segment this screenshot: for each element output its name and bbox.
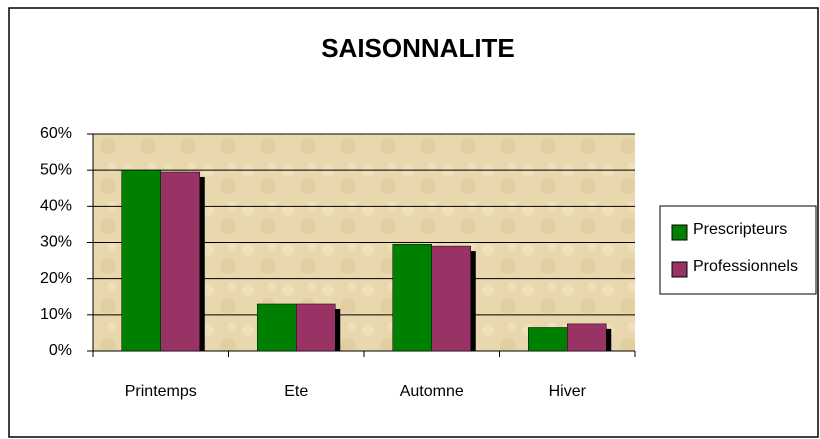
y-tick-label: 50% xyxy=(40,161,72,178)
bar xyxy=(567,323,607,352)
legend-swatch xyxy=(671,261,688,278)
x-tick-label: Ete xyxy=(284,383,308,400)
x-tick-label: Hiver xyxy=(549,383,587,400)
legend-box xyxy=(659,205,817,295)
y-tick-label: 20% xyxy=(40,270,72,287)
bar xyxy=(392,244,432,352)
bar xyxy=(121,169,161,352)
bar xyxy=(431,245,471,352)
legend-swatch xyxy=(671,224,688,241)
bar xyxy=(296,303,336,352)
legend-label: Prescripteurs xyxy=(693,221,787,238)
x-tick-label: Automne xyxy=(400,383,464,400)
legend-label: Professionnels xyxy=(693,258,798,275)
x-tick-label: Printemps xyxy=(125,383,197,400)
y-tick-label: 0% xyxy=(49,342,72,359)
y-tick-label: 30% xyxy=(40,234,72,251)
bar xyxy=(528,327,568,352)
chart-title: SAISONNALITE xyxy=(321,33,515,63)
y-tick-label: 60% xyxy=(40,125,72,142)
bar xyxy=(257,303,297,352)
y-tick-label: 40% xyxy=(40,198,72,215)
bar xyxy=(160,171,200,352)
y-tick-label: 10% xyxy=(40,306,72,323)
